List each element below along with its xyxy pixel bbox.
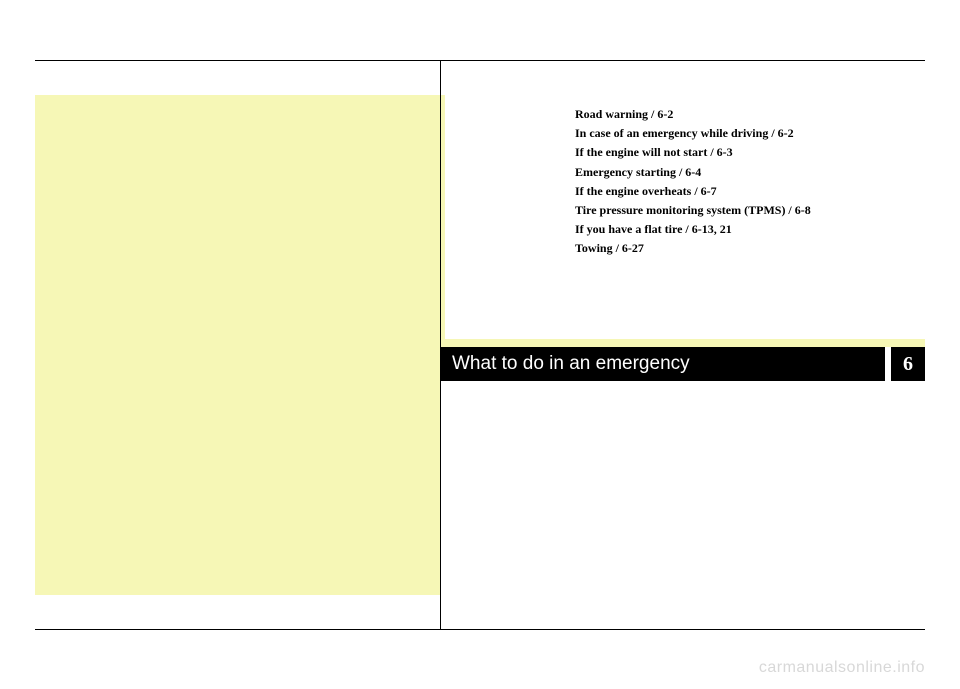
toc-item: Emergency starting / 6-4: [575, 163, 925, 182]
watermark-text: carmanualsonline.info: [759, 659, 925, 677]
content-box: Road warning / 6-2 In case of an emergen…: [445, 90, 925, 339]
toc-item: Road warning / 6-2: [575, 105, 925, 124]
table-of-contents: Road warning / 6-2 In case of an emergen…: [445, 100, 925, 259]
white-content-area: Road warning / 6-2 In case of an emergen…: [445, 90, 925, 339]
toc-item: If the engine overheats / 6-7: [575, 182, 925, 201]
toc-item: In case of an emergency while driving / …: [575, 124, 925, 143]
toc-item: Towing / 6-27: [575, 239, 925, 258]
toc-item: Tire pressure monitoring system (TPMS) /…: [575, 201, 925, 220]
chapter-title: What to do in an emergency: [440, 347, 885, 381]
top-border-line: [35, 60, 925, 61]
white-lower-area: [441, 381, 925, 595]
bottom-border-line: [35, 629, 925, 630]
vertical-divider-top: [440, 60, 441, 350]
chapter-number: 6: [891, 347, 925, 381]
toc-item: If the engine will not start / 6-3: [575, 143, 925, 162]
toc-item: If you have a flat tire / 6-13, 21: [575, 220, 925, 239]
vertical-divider-bottom: [440, 380, 441, 630]
page-container: Road warning / 6-2 In case of an emergen…: [35, 60, 925, 630]
chapter-title-bar: What to do in an emergency 6: [440, 347, 925, 381]
